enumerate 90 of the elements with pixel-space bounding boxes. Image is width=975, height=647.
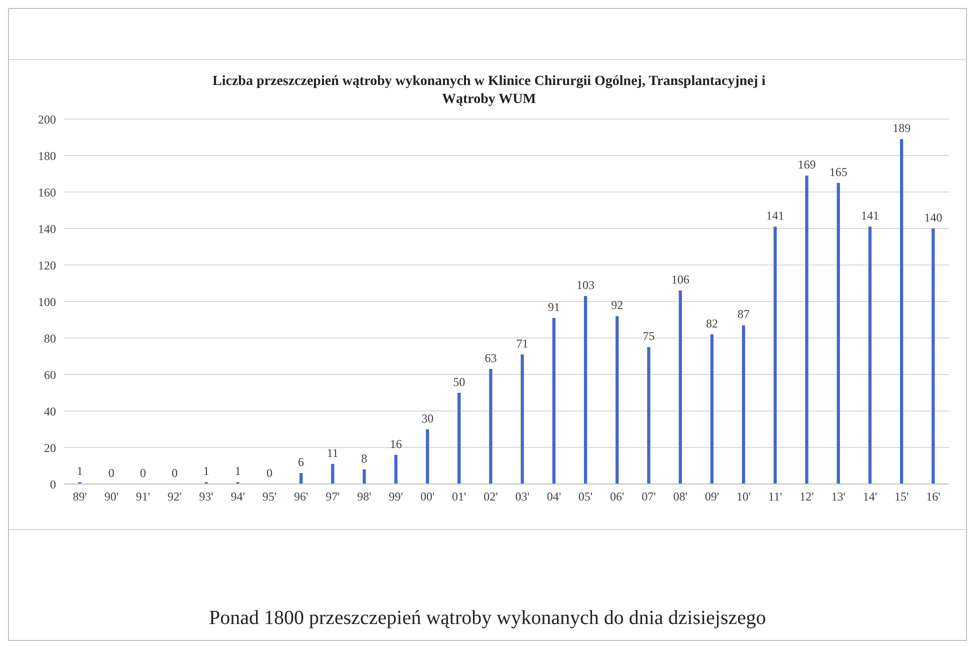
data-label: 11 xyxy=(326,446,338,460)
data-label: 0 xyxy=(108,466,114,480)
bar xyxy=(394,454,398,484)
x-tick-label: 01' xyxy=(452,490,466,504)
bar xyxy=(805,176,808,484)
data-label: 141 xyxy=(766,208,784,223)
data-label: 82 xyxy=(706,316,718,330)
y-tick-label: 200 xyxy=(38,112,56,126)
data-label: 1 xyxy=(203,464,210,478)
y-tick-label: 20 xyxy=(44,440,56,455)
data-label: 141 xyxy=(860,208,879,223)
bar xyxy=(932,228,935,484)
x-tick-label: 03' xyxy=(515,490,530,504)
x-tick-label: 94' xyxy=(230,490,245,504)
x-tick-label: 08' xyxy=(673,490,688,504)
x-tick-label: 10' xyxy=(736,490,751,504)
data-label: 6 xyxy=(298,455,304,470)
x-tick-label: 11' xyxy=(768,490,782,504)
bar xyxy=(774,226,777,484)
x-tick-label: 12' xyxy=(800,490,814,504)
x-tick-label: 99' xyxy=(388,490,403,504)
x-tick-label: 05' xyxy=(578,490,593,504)
bar xyxy=(489,369,492,484)
x-tick-label: 04' xyxy=(546,490,561,504)
text: Ponad 1800 przeszczepień wątroby wykonanych do dnia dzisiejszego xyxy=(208,607,768,630)
bar xyxy=(836,182,840,484)
x-tick-label: 14' xyxy=(862,490,878,504)
data-label: 8 xyxy=(361,451,368,466)
bar xyxy=(299,473,303,484)
data-label: 0 xyxy=(140,466,146,480)
y-tick-label: 120 xyxy=(38,258,56,272)
y-tick-label: 40 xyxy=(44,404,56,418)
bar xyxy=(868,226,872,484)
data-label: 92 xyxy=(611,298,624,312)
x-tick-label: 92' xyxy=(168,490,182,504)
y-tick-label: 100 xyxy=(38,294,56,309)
bar xyxy=(552,318,556,484)
bar xyxy=(647,347,650,484)
y-tick-label: 140 xyxy=(38,222,56,236)
x-tick-label: 93' xyxy=(199,490,214,504)
data-label: 140 xyxy=(924,210,942,224)
data-label: 1 xyxy=(234,464,241,478)
data-label: 165 xyxy=(829,164,848,179)
x-tick-label: 09' xyxy=(704,490,720,504)
bar xyxy=(900,139,904,484)
data-label: 103 xyxy=(576,278,595,292)
y-tick-label: 80 xyxy=(44,331,56,346)
x-tick-label: 16' xyxy=(926,490,940,504)
data-label: 0 xyxy=(266,466,272,480)
bar xyxy=(710,334,714,484)
data-label: 0 xyxy=(172,466,178,480)
data-label: 75 xyxy=(642,329,655,344)
bar xyxy=(742,325,746,484)
bar xyxy=(584,296,588,484)
x-tick-label: 07' xyxy=(642,490,656,504)
y-tick-label: 180 xyxy=(38,148,56,163)
x-tick-label: 13' xyxy=(831,490,846,504)
y-tick-label: 0 xyxy=(50,477,56,492)
x-tick-label: 00' xyxy=(420,490,435,504)
x-tick-label: 96' xyxy=(294,490,308,504)
data-label: 1 xyxy=(76,464,83,478)
x-tick-label: 91' xyxy=(136,490,150,504)
bar xyxy=(331,464,334,484)
bar xyxy=(616,316,619,484)
x-tick-label: 02' xyxy=(484,490,498,504)
data-label: 189 xyxy=(892,121,911,136)
bar xyxy=(426,429,430,484)
bar xyxy=(678,290,682,484)
data-label: 63 xyxy=(484,351,497,366)
bar xyxy=(520,354,524,484)
x-tick-label: 98' xyxy=(357,490,372,504)
data-label: 91 xyxy=(548,300,560,314)
data-label: 50 xyxy=(453,374,466,389)
data-label: 106 xyxy=(671,272,690,287)
bar xyxy=(362,469,366,484)
x-tick-label: 15' xyxy=(894,490,909,504)
y-tick-label: 60 xyxy=(44,368,56,382)
x-tick-label: 97' xyxy=(326,490,340,504)
x-tick-label: 90' xyxy=(104,490,118,504)
chart-title: Liczba przeszczepień wątroby wykonanych w Klinice Chirurgii Ogólnej, Transplantacyjnej i Wątroby WUM xyxy=(212,73,766,109)
data-label: 169 xyxy=(798,158,816,172)
data-label: 87 xyxy=(738,307,750,322)
x-tick-label: 89' xyxy=(72,490,87,504)
y-tick-label: 160 xyxy=(38,185,56,200)
data-label: 71 xyxy=(516,336,528,350)
bar xyxy=(458,392,461,484)
data-label: 16 xyxy=(390,436,402,451)
data-label: 30 xyxy=(421,411,434,426)
x-tick-label: 06' xyxy=(610,490,624,504)
x-tick-label: 95' xyxy=(262,490,277,504)
